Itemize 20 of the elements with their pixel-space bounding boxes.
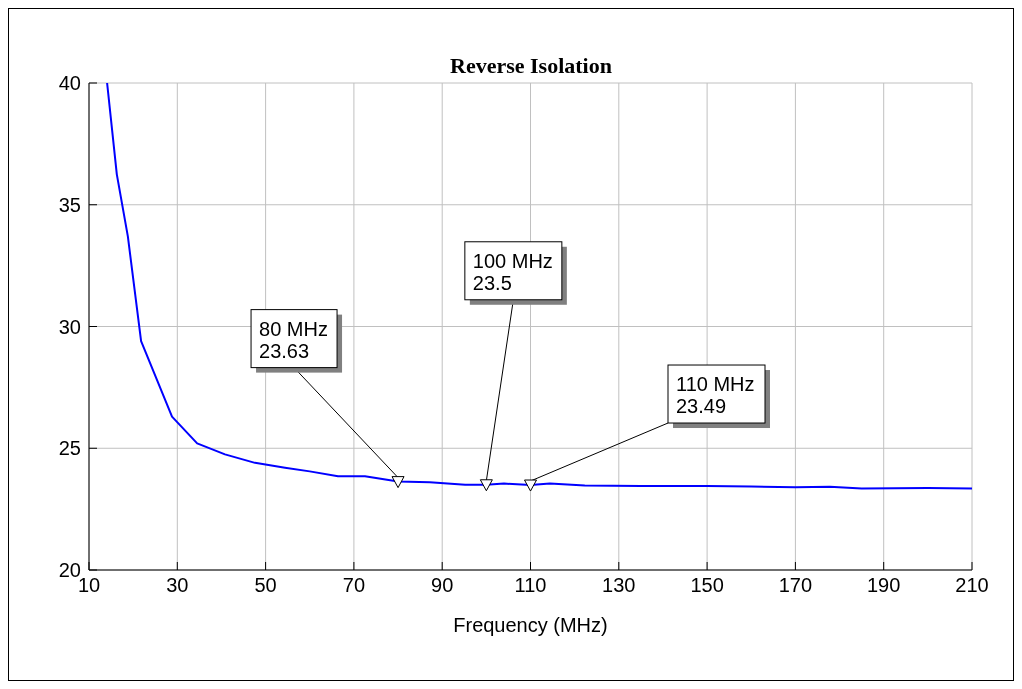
y-tick-label: 40	[58, 72, 81, 95]
x-tick-label: 70	[342, 574, 366, 597]
x-tick-label: 30	[166, 574, 189, 597]
y-tick-label: 20	[58, 559, 81, 582]
y-tick-label: 35	[58, 193, 81, 216]
x-tick-label: 50	[254, 574, 277, 597]
x-tick-label: 210	[955, 574, 989, 597]
chart-title: Reverse Isolation	[450, 53, 612, 78]
y-tick-label: 25	[58, 437, 81, 460]
x-tick-label: 90	[431, 574, 454, 597]
annotation: 110 MHz 23.49	[676, 373, 755, 418]
x-tick-label: 170	[778, 574, 813, 597]
x-tick-label: 150	[690, 574, 724, 597]
x-axis-title: Frequency (MHz)	[453, 614, 608, 636]
x-tick-label: 190	[867, 574, 901, 597]
x-tick-label: 130	[602, 574, 636, 597]
y-tick-label: 30	[58, 315, 81, 338]
annotation: 100 MHz 23.5	[472, 249, 553, 294]
annotation: 80 MHz 23.63	[259, 317, 328, 362]
x-tick-label: 110	[514, 574, 547, 597]
